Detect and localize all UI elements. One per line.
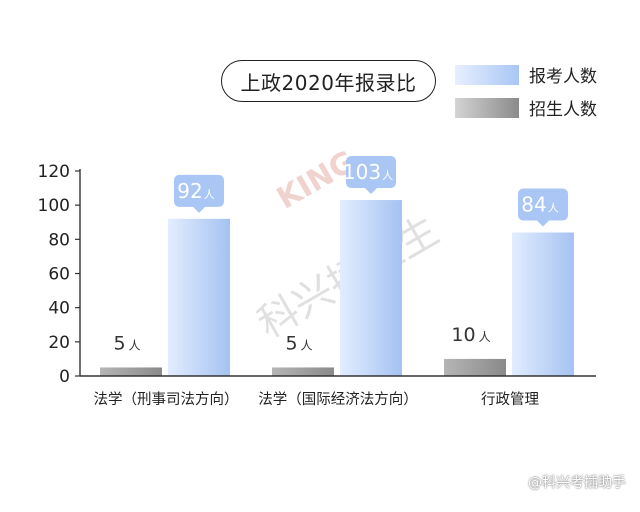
legend-item-applicants: 报考人数 — [455, 62, 597, 87]
legend-item-admitted: 招生人数 — [455, 95, 597, 120]
bar-applicants — [512, 232, 574, 376]
legend-swatch-applicants — [455, 64, 519, 85]
legend-label-applicants: 报考人数 — [529, 67, 597, 87]
x-tick-label: 行政管理 — [481, 391, 539, 408]
bar-admitted — [100, 367, 162, 376]
callout-bubble — [346, 156, 396, 195]
bar-applicants — [168, 218, 230, 376]
bar-admitted — [444, 358, 506, 376]
y-tick-label: 120 — [38, 162, 70, 182]
x-tick-label: 法学（国际经济法方向） — [258, 391, 418, 408]
chart-title: 上政2020年报录比 — [221, 60, 436, 102]
y-tick-label: 60 — [48, 265, 70, 285]
legend-label-admitted: 招生人数 — [529, 100, 597, 120]
y-tick-label: 40 — [48, 299, 70, 319]
callout-bubble — [174, 174, 224, 213]
y-tick-label: 0 — [59, 367, 70, 387]
legend-swatch-admitted — [455, 97, 519, 118]
callout-bubble — [518, 188, 568, 227]
x-tick-label: 法学（刑事司法方向） — [94, 391, 239, 408]
y-tick-label: 80 — [48, 230, 70, 250]
y-tick-label: 20 — [48, 333, 70, 353]
bar-applicants — [340, 200, 402, 376]
data-label-admitted: 10 人 — [451, 324, 490, 346]
y-tick-label: 100 — [38, 196, 70, 216]
watermark-footer: @科兴考插助手 — [528, 475, 626, 491]
bar-admitted — [272, 367, 334, 376]
